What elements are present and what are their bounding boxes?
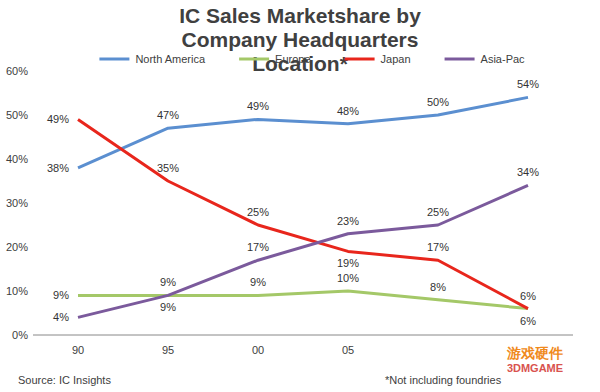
data-label: 17% bbox=[247, 241, 269, 253]
data-label: 4% bbox=[53, 311, 69, 323]
series-line bbox=[78, 97, 528, 167]
legend-label: North America bbox=[135, 53, 206, 65]
data-label: 35% bbox=[157, 162, 179, 174]
data-label: 9% bbox=[53, 289, 69, 301]
data-label: 48% bbox=[337, 105, 359, 117]
data-label: 9% bbox=[160, 276, 176, 288]
y-tick-label: 60% bbox=[6, 65, 28, 77]
watermark: 3DMGAME bbox=[507, 362, 563, 374]
legend-label: Japan bbox=[381, 53, 411, 65]
y-tick-label: 30% bbox=[6, 197, 28, 209]
source-note: Source: IC Insights bbox=[18, 374, 111, 386]
x-tick-label: 95 bbox=[162, 344, 174, 356]
data-label: 6% bbox=[520, 290, 536, 302]
y-tick-label: 50% bbox=[6, 109, 28, 121]
legend-swatch bbox=[239, 58, 269, 61]
data-label: 49% bbox=[47, 113, 69, 125]
legend-swatch bbox=[99, 58, 129, 61]
data-label: 9% bbox=[250, 276, 266, 288]
data-label: 54% bbox=[517, 78, 539, 90]
data-label: 34% bbox=[517, 166, 539, 178]
data-label: 9% bbox=[160, 301, 176, 313]
chart: 0% 10% 20% 30% 40% 50% 60% 90 95 00 05 38% 9% 49% 4% 47… bbox=[0, 0, 600, 392]
y-tick-label: 0% bbox=[12, 329, 28, 341]
data-label: 6% bbox=[520, 315, 536, 327]
data-label: 25% bbox=[427, 206, 449, 218]
data-label: 50% bbox=[427, 96, 449, 108]
legend-label: Asia-Pac bbox=[481, 53, 526, 65]
data-label: 25% bbox=[247, 206, 269, 218]
footnote: *Not including foundries bbox=[385, 374, 502, 386]
data-labels: 38% 9% 49% 4% 47% 9% 35% 9% 49% 9% 25% 17% 48% 10% 19%… bbox=[47, 78, 539, 326]
y-tick-label: 10% bbox=[6, 285, 28, 297]
data-label: 38% bbox=[47, 162, 69, 174]
data-label: 17% bbox=[427, 241, 449, 253]
legend-swatch bbox=[445, 58, 475, 61]
x-tick-label: 05 bbox=[342, 344, 354, 356]
data-label: 10% bbox=[337, 272, 359, 284]
y-tick-label: 40% bbox=[6, 153, 28, 165]
y-tick-label: 20% bbox=[6, 241, 28, 253]
data-label: 23% bbox=[337, 215, 359, 227]
legend: North America Europe Japan Asia-Pac bbox=[99, 53, 525, 65]
x-axis-line bbox=[33, 335, 573, 336]
chart-title: IC Sales Marketshare by Company Headquar… bbox=[150, 4, 450, 76]
watermark: 游戏硬件 bbox=[506, 345, 563, 361]
x-tick-label: 00 bbox=[252, 344, 264, 356]
plot-lines bbox=[78, 97, 528, 317]
data-label: 8% bbox=[430, 281, 446, 293]
data-label: 49% bbox=[247, 100, 269, 112]
x-tick-label: 90 bbox=[72, 344, 84, 356]
series-line bbox=[78, 185, 528, 317]
legend-swatch bbox=[345, 58, 375, 61]
data-label: 47% bbox=[157, 109, 179, 121]
legend-label: Europe bbox=[275, 53, 310, 65]
data-label: 19% bbox=[337, 257, 359, 269]
